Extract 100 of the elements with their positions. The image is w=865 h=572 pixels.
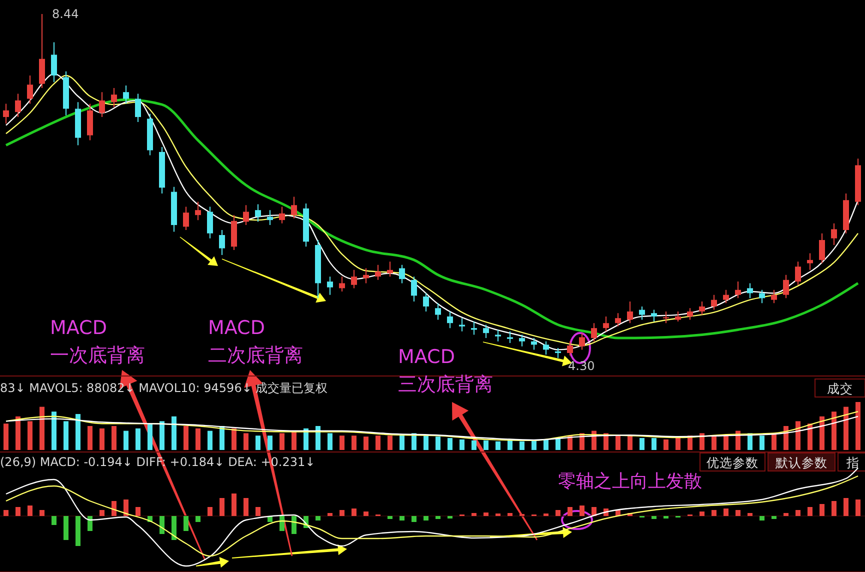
bar (460, 439, 464, 450)
bar (184, 516, 188, 531)
bar (100, 510, 104, 516)
candlestick (747, 282, 753, 299)
candlestick (759, 289, 765, 304)
bar (604, 433, 608, 450)
bar (76, 414, 80, 450)
candlestick (375, 264, 381, 280)
bar (388, 516, 392, 519)
bar (16, 507, 20, 516)
bar (292, 516, 296, 534)
candlestick (291, 196, 297, 219)
bar (772, 516, 776, 519)
candlestick (51, 42, 57, 83)
bar (364, 512, 368, 516)
text: 4.30 (568, 359, 595, 373)
bar (124, 500, 128, 516)
candlestick (327, 276, 333, 296)
bar (700, 433, 704, 450)
bar (496, 441, 500, 450)
bar (400, 516, 404, 520)
bar (700, 512, 704, 516)
bar (820, 416, 824, 450)
annotation: 指 (846, 455, 860, 470)
candlestick (243, 204, 249, 226)
bar (796, 421, 800, 450)
annotation: 零轴之上向上发散 (558, 471, 702, 492)
bar (640, 438, 644, 450)
bar (268, 436, 272, 450)
candlestick (711, 294, 717, 310)
bar (28, 421, 32, 450)
bar (544, 439, 548, 450)
candlestick (411, 276, 417, 302)
candlestick (135, 93, 141, 123)
bar (676, 438, 680, 450)
candlestick (591, 322, 597, 342)
candlestick (255, 204, 261, 222)
bar (652, 516, 656, 519)
bar (364, 436, 368, 450)
bar (64, 421, 68, 450)
candlestick (555, 348, 561, 358)
bar (832, 501, 836, 516)
bar (796, 510, 800, 516)
annotation: MACD 二次底背离 (208, 317, 303, 367)
bar (340, 510, 344, 516)
bar (472, 440, 476, 450)
candlestick (399, 264, 405, 284)
candlestick (495, 329, 501, 342)
bar (724, 434, 728, 450)
bar (808, 507, 812, 516)
bar (208, 430, 212, 450)
bar (112, 426, 116, 450)
candlestick (195, 201, 201, 221)
bar (40, 406, 44, 450)
bar (712, 436, 716, 450)
candlestick (447, 310, 453, 329)
bar (400, 434, 404, 450)
bar (136, 507, 140, 516)
candlestick (627, 301, 633, 324)
bar (292, 430, 296, 450)
bar (748, 513, 752, 516)
bar (472, 513, 476, 516)
bar (412, 433, 416, 450)
bar (628, 436, 632, 450)
candlestick (639, 306, 645, 320)
bar (196, 428, 200, 450)
bar (616, 436, 620, 450)
bar (820, 504, 824, 516)
candlestick (339, 276, 345, 292)
bar (712, 510, 716, 516)
candlestick (387, 261, 393, 278)
bar (340, 436, 344, 450)
bar (244, 498, 248, 516)
candlestick (579, 332, 585, 350)
bar (352, 436, 356, 450)
bar (196, 516, 200, 522)
bar (52, 412, 56, 450)
bar (448, 438, 452, 450)
bar (208, 507, 212, 516)
text: 成交 (827, 381, 853, 396)
bar (760, 516, 764, 520)
bar (736, 510, 740, 516)
candlestick (123, 84, 129, 104)
bar (160, 516, 164, 534)
bar (424, 436, 428, 450)
bar (256, 507, 260, 516)
bar (220, 498, 224, 516)
bar (172, 416, 176, 450)
bar (4, 424, 8, 450)
bar (88, 516, 92, 531)
annotation: 优选参数 (706, 455, 758, 470)
candlestick (471, 320, 477, 336)
bar (280, 433, 284, 450)
bar (520, 441, 524, 450)
candlestick (351, 269, 357, 289)
candlestick (699, 301, 705, 316)
bar (484, 512, 488, 516)
candlestick (723, 289, 729, 304)
candlestick (807, 252, 813, 270)
bar (232, 494, 236, 516)
